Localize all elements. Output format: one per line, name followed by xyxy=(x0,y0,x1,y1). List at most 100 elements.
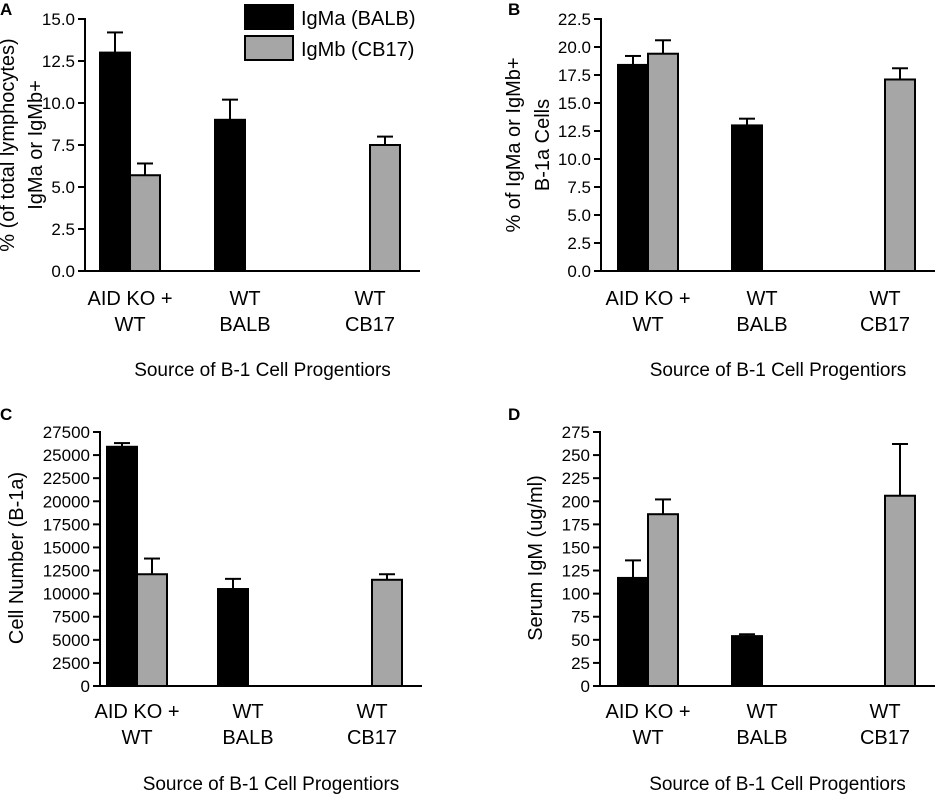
y-tick-label: 20.0 xyxy=(558,38,591,57)
y-tick-label: 7500 xyxy=(52,608,90,627)
y-tick-label: 12.5 xyxy=(42,52,75,71)
bar-igmb xyxy=(136,573,168,687)
y-tick-label: 12500 xyxy=(43,562,90,581)
y-axis-title: Serum IgM (ug/ml) xyxy=(525,475,547,641)
y-tick-label: 22.5 xyxy=(558,10,591,29)
bar-igma xyxy=(99,51,131,272)
x-category-label: BALB xyxy=(736,727,787,749)
x-category-label: BALB xyxy=(736,314,787,336)
y-tick-label: 15.0 xyxy=(558,94,591,113)
y-tick-label: 0.0 xyxy=(567,262,591,281)
legend-label: IgMa (BALB) xyxy=(301,8,415,30)
x-category-label: WT xyxy=(746,288,777,310)
y-tick-label: 200 xyxy=(562,492,590,511)
x-category-label: AID KO + xyxy=(605,288,690,310)
y-tick-label: 10.0 xyxy=(42,94,75,113)
bar-igma xyxy=(217,588,249,688)
y-tick-label: 27500 xyxy=(43,423,90,442)
x-category-label: BALB xyxy=(219,314,270,336)
bar-igmb xyxy=(884,78,916,273)
x-axis-title: Source of B-1 Cell Progentiors xyxy=(143,774,400,795)
x-category-label: BALB xyxy=(222,727,273,749)
y-tick-label: 20000 xyxy=(43,492,90,511)
legend-swatch-igma xyxy=(244,4,294,30)
legend-swatch-igmb xyxy=(244,35,294,61)
y-tick-label: 125 xyxy=(562,562,590,581)
y-tick-label: 12.5 xyxy=(558,122,591,141)
x-category-label: WT xyxy=(632,727,663,749)
y-tick-label: 0 xyxy=(81,677,90,696)
panel-letter: C xyxy=(0,405,12,424)
y-tick-label: 10.0 xyxy=(558,150,591,169)
panel-letter: B xyxy=(508,0,520,19)
panel-c: C Cell Number (B-1a) 0 2500 5000 7500 10000 125… xyxy=(0,405,422,795)
y-tick-label: 17500 xyxy=(43,515,90,534)
y-tick-label: 5.0 xyxy=(51,178,75,197)
panel-letter: D xyxy=(508,405,520,424)
y-tick-label: 15000 xyxy=(43,538,90,557)
x-category-label: AID KO + xyxy=(94,701,179,723)
y-tick-label: 175 xyxy=(562,515,590,534)
panel-b: B % of IgMa or IgMb+ B-1a Cells 0.0 2.5 5.0 7.… xyxy=(503,0,935,381)
y-tick-label: 2.5 xyxy=(51,220,75,239)
y-axis-title: % (of total lymphocytes) xyxy=(0,38,19,251)
legend: IgMa (BALB) IgMb (CB17) xyxy=(244,4,415,61)
y-tick-label: 150 xyxy=(562,538,590,557)
x-category-label: WT xyxy=(746,701,777,723)
y-axis-title: B-1a Cells xyxy=(532,99,554,191)
y-axis-title: IgMa or IgMb+ xyxy=(25,80,47,210)
x-category-label: WT xyxy=(114,314,145,336)
y-tick-label: 0.0 xyxy=(51,262,75,281)
x-category-label: CB17 xyxy=(860,314,910,336)
y-tick-label: 225 xyxy=(562,469,590,488)
y-tick-label: 10000 xyxy=(43,585,90,604)
y-tick-label: 25000 xyxy=(43,446,90,465)
x-category-label: WT xyxy=(354,288,385,310)
y-tick-label: 15.0 xyxy=(42,10,75,29)
y-axis-title: % of IgMa or IgMb+ xyxy=(503,57,525,232)
x-category-label: CB17 xyxy=(345,314,395,336)
panel-a: A % (of total lymphocytes) IgMa or IgMb+ 0.… xyxy=(0,0,420,381)
x-category-label: WT xyxy=(229,288,260,310)
y-tick-label: 275 xyxy=(562,423,590,442)
bar-igma xyxy=(731,124,763,273)
y-tick-label: 100 xyxy=(562,585,590,604)
y-tick-label: 0 xyxy=(581,677,590,696)
bar-igmb xyxy=(647,52,679,272)
x-category-label: AID KO + xyxy=(87,288,172,310)
y-tick-label: 7.5 xyxy=(567,178,591,197)
bar-igma xyxy=(731,635,763,688)
y-tick-label: 50 xyxy=(571,631,590,650)
x-category-label: WT xyxy=(121,727,152,749)
x-axis-title: Source of B-1 Cell Progentiors xyxy=(134,360,391,381)
y-tick-label: 22500 xyxy=(43,469,90,488)
y-tick-label: 250 xyxy=(562,446,590,465)
y-axis-title: Cell Number (B-1a) xyxy=(6,472,28,644)
x-category-label: WT xyxy=(632,314,663,336)
bar-igmb xyxy=(369,144,401,272)
x-category-label: WT xyxy=(869,288,900,310)
x-category-label: CB17 xyxy=(860,727,910,749)
x-axis-title: Source of B-1 Cell Progentiors xyxy=(650,360,907,381)
y-tick-label: 75 xyxy=(571,608,590,627)
x-axis-title: Source of B-1 Cell Progentiors xyxy=(649,774,906,795)
y-tick-label: 25 xyxy=(571,654,590,673)
y-tick-label: 5.0 xyxy=(567,206,591,225)
bar-igma xyxy=(106,445,138,687)
x-category-label: WT xyxy=(232,701,263,723)
bar-igmb xyxy=(647,513,679,687)
y-tick-label: 2500 xyxy=(52,654,90,673)
bar-igmb xyxy=(371,578,403,687)
x-category-label: AID KO + xyxy=(605,701,690,723)
y-tick-label: 7.5 xyxy=(51,136,75,155)
y-tick-label: 17.5 xyxy=(558,66,591,85)
x-category-label: WT xyxy=(869,701,900,723)
bar-igmb xyxy=(129,174,161,273)
bar-igma xyxy=(214,118,246,272)
y-tick-label: 5000 xyxy=(52,631,90,650)
bar-igma xyxy=(617,576,649,688)
legend-label: IgMb (CB17) xyxy=(301,39,414,61)
panel-d: D Serum IgM (ug/ml) 0 25 50 75 100 125 150 175 200… xyxy=(508,405,935,795)
panel-letter: A xyxy=(0,0,12,19)
